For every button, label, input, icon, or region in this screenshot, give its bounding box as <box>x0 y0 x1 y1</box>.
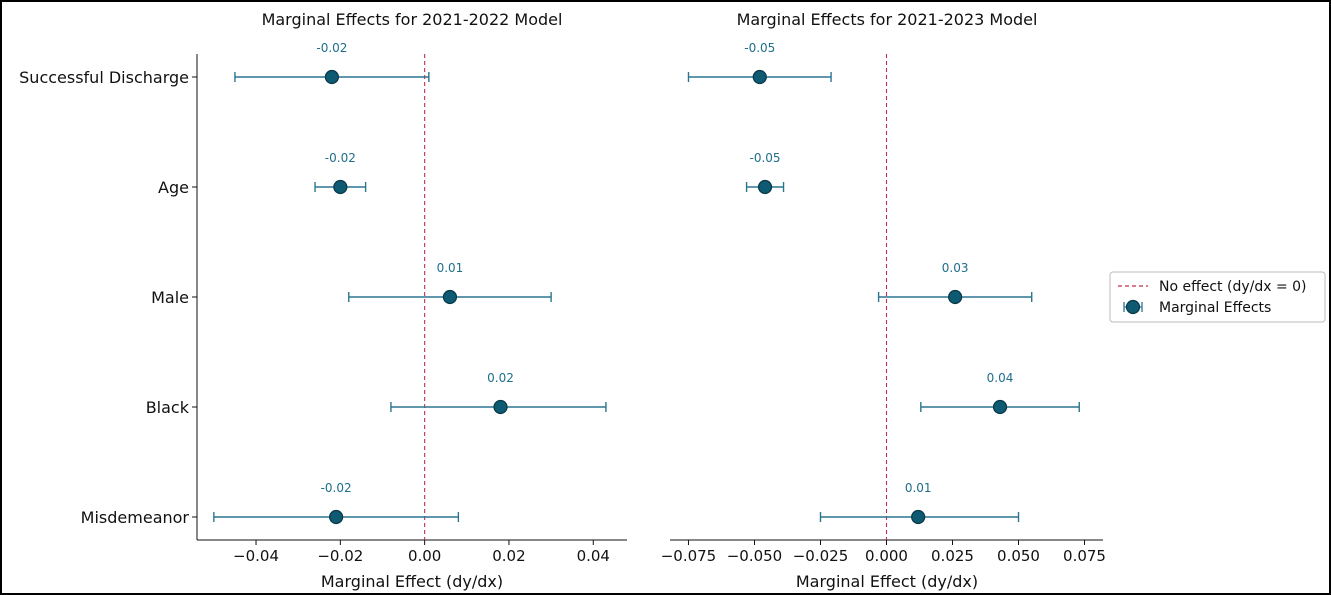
x-tick-label: 0.02 <box>492 547 525 565</box>
point-black <box>992 399 1008 415</box>
x-tick-label: −0.050 <box>727 547 783 565</box>
point-male <box>948 289 963 305</box>
chart-title: Marginal Effects for 2021-2023 Model <box>737 10 1038 29</box>
x-tick-label: 0.025 <box>931 547 974 565</box>
data-label-misdemeanor: -0.02 <box>321 481 352 495</box>
x-tick-label: −0.04 <box>233 547 279 565</box>
category-label-successful-discharge: Successful Discharge <box>19 68 189 87</box>
point-misdemeanor <box>329 509 344 525</box>
legend-box <box>1109 271 1326 323</box>
point-misdemeanor <box>911 509 926 525</box>
x-tick-label: −0.075 <box>661 547 717 565</box>
data-label-successful-discharge: -0.02 <box>316 41 347 55</box>
point-age <box>757 179 773 195</box>
legend-no-effect-label: No effect (dy/dx = 0) <box>1159 279 1307 295</box>
x-tick-label: 0.00 <box>408 547 441 565</box>
x-axis-label: Marginal Effect (dy/dx) <box>796 572 978 591</box>
legend-marginal-effects-swatch <box>1123 299 1143 315</box>
point-successful-discharge <box>324 69 340 85</box>
panel-2021-2022: Marginal Effects for 2021-2022 Model Suc… <box>19 10 627 591</box>
category-label-male: Male <box>151 288 189 307</box>
data-label-male: 0.01 <box>437 261 464 275</box>
data-label-male: 0.03 <box>942 261 969 275</box>
chart-title: Marginal Effects for 2021-2022 Model <box>262 10 563 29</box>
category-label-age: Age <box>158 178 189 197</box>
data-label-black: 0.04 <box>987 371 1014 385</box>
data-label-successful-discharge: -0.05 <box>744 41 775 55</box>
x-tick-label: 0.04 <box>577 547 610 565</box>
data-label-misdemeanor: 0.01 <box>905 481 932 495</box>
category-label-misdemeanor: Misdemeanor <box>81 508 190 527</box>
point-successful-discharge <box>752 69 767 85</box>
data-label-age: -0.05 <box>750 151 781 165</box>
x-tick-label: 0.050 <box>997 547 1040 565</box>
legend: No effect (dy/dx = 0) Marginal Effects <box>1109 271 1326 323</box>
legend-marginal-effects-label: Marginal Effects <box>1159 300 1271 316</box>
category-label-black: Black <box>146 398 190 417</box>
x-tick-label: −0.02 <box>317 547 363 565</box>
point-age <box>333 179 348 195</box>
data-label-black: 0.02 <box>487 371 514 385</box>
data-label-age: -0.02 <box>325 151 356 165</box>
x-axis-label: Marginal Effect (dy/dx) <box>321 572 503 591</box>
point-male <box>442 289 458 305</box>
x-tick-label: 0.000 <box>865 547 908 565</box>
panel-2021-2023: Marginal Effects for 2021-2023 Model -0.… <box>661 10 1106 591</box>
x-tick-label: 0.075 <box>1063 547 1106 565</box>
point-black <box>493 399 508 415</box>
x-tick-label: −0.025 <box>793 547 849 565</box>
